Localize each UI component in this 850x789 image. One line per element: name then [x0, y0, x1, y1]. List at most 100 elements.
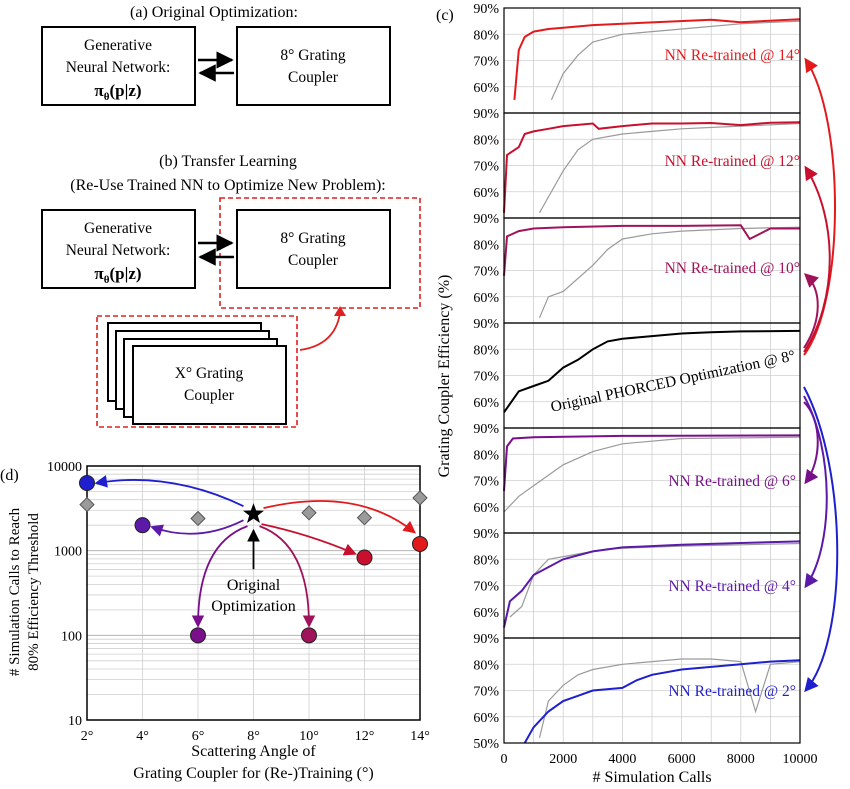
d-circle-point — [190, 627, 206, 644]
d-circle-point — [412, 535, 428, 552]
d-diamond-point — [412, 490, 428, 506]
c-y-tick-label: 80% — [473, 658, 499, 673]
dashed-target-box — [219, 197, 421, 309]
c-curve-label: NN Re-trained @ 4° — [668, 578, 796, 595]
d-transfer-arrow — [94, 475, 244, 507]
gnn-line2-b: Neural Network: — [66, 242, 171, 259]
c-subplot: 50% 60% 70% 80% 90% NN Re-trained @ 2° — [473, 632, 801, 752]
c-y-tick-label: 60% — [473, 501, 499, 516]
c-subplot-frame — [503, 637, 801, 744]
transfer-arrow — [299, 312, 341, 351]
c-y-tick-label: 80% — [473, 448, 499, 463]
c-ylabel: Grating Coupler Efficiency (%) — [436, 275, 453, 478]
c-efficiency-curve — [513, 18, 801, 100]
c-y-tick-label: 90% — [473, 632, 499, 647]
c-curve-label: NN Re-trained @ 6° — [668, 473, 796, 490]
c-y-tick-label: 60% — [473, 606, 499, 621]
c-efficiency-curve — [503, 121, 801, 213]
c-y-tick-label: 60% — [473, 711, 499, 726]
d-circle-point — [134, 517, 151, 534]
c-reference-curve — [538, 226, 801, 319]
c-subplot: 60% 70% 80% 90% NN Re-trained @ 14° — [473, 2, 801, 114]
c-subplot: 60% 70% 80% 90% NN Re-trained @ 6° — [473, 422, 801, 534]
gnn-line2-a: Neural Network: — [66, 59, 171, 76]
c-y-tick-label: 70% — [473, 370, 499, 385]
d-annotation-line2: Optimization — [211, 598, 295, 615]
c-curve-label: NN Re-trained @ 10° — [665, 260, 800, 277]
gnn-formula-b: πθ(p|z) — [94, 264, 141, 286]
d-star-point — [243, 503, 264, 524]
d-ylabel-line1: # Simulation Calls to Reach — [7, 507, 23, 676]
d-circle-point — [79, 474, 95, 491]
c-subplot: 60% 70% 80% 90% NN Re-trained @ 10° — [473, 212, 801, 324]
d-circle-point — [356, 549, 373, 566]
d-diamond-point — [356, 510, 373, 526]
generative-network-box-a — [41, 26, 196, 106]
c-reference-curve — [538, 658, 801, 738]
retrain-arrows — [803, 57, 839, 693]
d-y-tick-label: 1000 — [54, 545, 82, 560]
coupler-line1-a: 8° Grating — [280, 47, 345, 64]
c-reference-curve — [550, 20, 801, 101]
c-y-tick-label: 80% — [473, 133, 499, 148]
d-ylabel-line2: 80% Efficiency Threshold — [26, 513, 42, 671]
coupler-line1-b: 8° Grating — [280, 230, 345, 247]
generative-network-box-b — [41, 209, 196, 289]
c-x-tick-label: 8000 — [727, 752, 755, 767]
c-y-tick-label: 60% — [473, 81, 499, 96]
d-transfer-arrow — [259, 525, 316, 628]
c-y-tick-label: 70% — [473, 265, 499, 280]
c-y-tick-label: 70% — [473, 55, 499, 70]
c-y-tick-label: 60% — [473, 396, 499, 411]
coupler-line2-a: Coupler — [288, 69, 339, 86]
c-x-tick-label: 4000 — [608, 752, 636, 767]
d-diamond-point — [190, 510, 206, 527]
panel-c: (c) 60% 70% 80% 90% NN Re-trained @ 14° 60% 70%… — [436, 2, 818, 786]
c-xlabel: # Simulation Calls — [592, 769, 711, 786]
c-reference-curve — [509, 542, 801, 618]
c-efficiency-curve — [523, 659, 801, 744]
c-efficiency-curve — [503, 434, 801, 492]
c-efficiency-curve — [503, 224, 800, 276]
c-reference-curve — [503, 436, 801, 513]
retrain-curved-arrow — [803, 395, 828, 589]
d-y-tick-label: 100 — [61, 629, 82, 644]
dashed-new-problem-box — [96, 315, 298, 428]
panel-d-label: (d) — [0, 467, 19, 484]
c-curve-label: Original PHORCED Optimization @ 8° — [549, 347, 797, 416]
c-y-tick-label: 90% — [473, 422, 499, 437]
c-y-tick-label: 80% — [473, 238, 499, 253]
panel-b: (b) Transfer Learning (Re-Use Trained NN… — [41, 153, 421, 428]
d-x-tick-label: 12° — [355, 729, 375, 744]
c-y-tick-label: 80% — [473, 343, 499, 358]
c-y-tick-label: 60% — [473, 291, 499, 306]
d-diamond-point — [301, 505, 317, 521]
c-y-tick-label: 90% — [473, 317, 499, 332]
c-curve-label: NN Re-trained @ 12° — [665, 153, 800, 170]
retrain-curved-arrow — [803, 273, 819, 349]
c-y-tick-label: 90% — [473, 2, 499, 17]
panel-a: (a) Original Optimization: Generative Ne… — [41, 4, 391, 106]
panel-c-label: (c) — [436, 7, 454, 24]
c-y-tick-label: 80% — [473, 553, 499, 568]
transfer-arrowhead — [334, 306, 346, 316]
c-y-tick-label: 70% — [473, 475, 499, 490]
panel-d: (d) 10 100 1000 10000 2° 4° 6° 8° 10° 12° 14° Scatte… — [0, 460, 430, 782]
d-x-tick-label: 2° — [81, 729, 94, 744]
d-transfer-arrow — [150, 519, 244, 537]
c-x-tick-label: 0 — [501, 752, 508, 767]
c-subplot: 60% 70% 80% 90% NN Re-trained @ 4° — [473, 527, 801, 639]
new-coupler-line1: X° Grating — [175, 365, 244, 382]
d-circle-point — [301, 627, 317, 644]
c-subplot: 60% 70% 80% 90% NN Re-trained @ 12° — [473, 107, 801, 219]
new-coupler-box — [132, 345, 287, 425]
new-coupler-line2: Coupler — [184, 387, 235, 404]
c-efficiency-curve — [503, 329, 801, 413]
c-curve-label: NN Re-trained @ 14° — [665, 47, 800, 64]
panel-b-title-line2: (Re-Use Trained NN to Optimize New Probl… — [70, 177, 386, 194]
coupler-line2-b: Coupler — [288, 252, 339, 269]
retrain-curved-arrow — [803, 57, 836, 356]
c-x-tick-label: 10000 — [783, 752, 818, 767]
d-x-tick-label: 8° — [247, 729, 260, 744]
